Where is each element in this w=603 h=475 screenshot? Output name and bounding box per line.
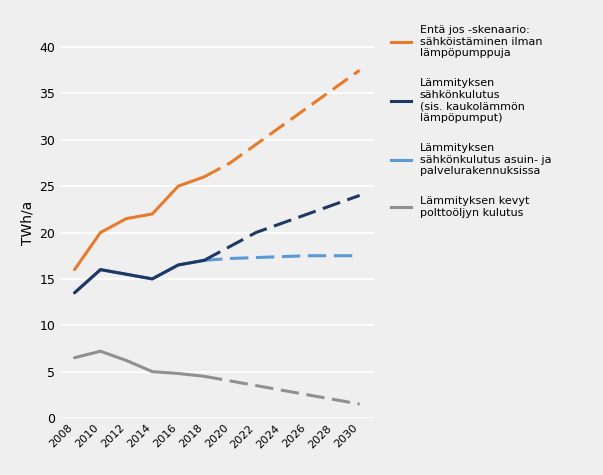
Y-axis label: TWh/a: TWh/a (20, 201, 34, 246)
Legend: Entä jos -skenaario:
sähköistäminen ilman
lämpöpumppuja, Lämmityksen
sähkönkulut: Entä jos -skenaario: sähköistäminen ilma… (387, 21, 556, 222)
